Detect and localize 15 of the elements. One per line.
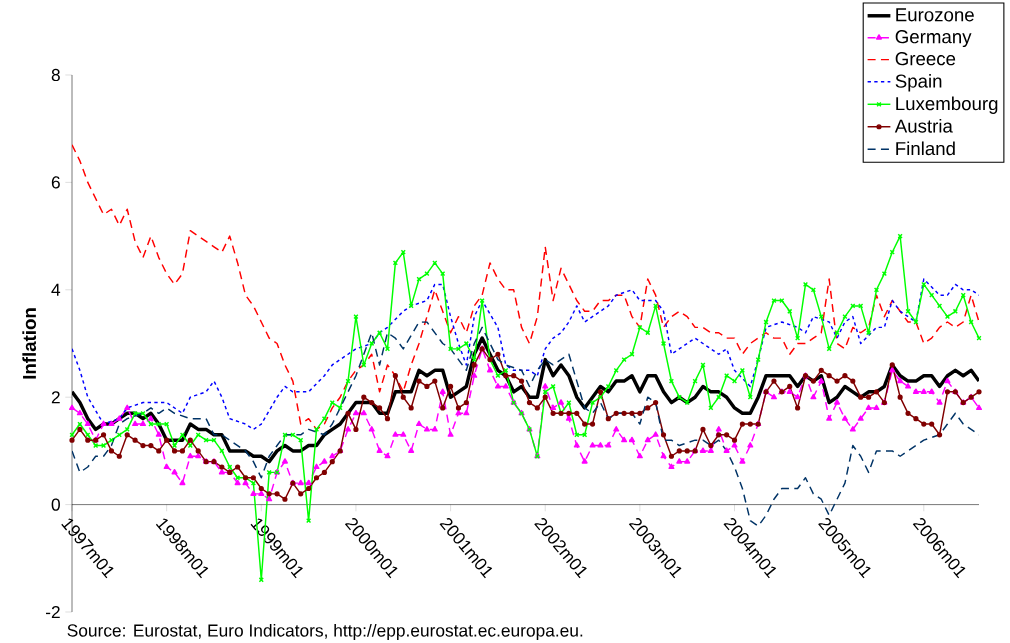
y-tick-label: 6 [51, 176, 60, 189]
y-tick-label: 4 [51, 283, 61, 296]
legend-label: Germany [895, 30, 972, 48]
legend-label: Finland [896, 141, 955, 156]
legend-label: Austria [894, 118, 953, 133]
y-tick-label: 2 [51, 391, 60, 404]
y-axis-title: Inflation [22, 308, 37, 379]
legend-label: Luxembourg [896, 96, 998, 114]
y-tick-label: 8 [51, 68, 60, 82]
source-note: Source: Eurostat, Euro Indicators, http://epp.eurostat.ec.europa.eu. [67, 623, 583, 641]
legend-label: Eurozone [896, 8, 974, 22]
legend-label: Greece [895, 52, 956, 66]
y-tick-label: -2 [45, 605, 60, 619]
legend-label: Spain [895, 74, 942, 92]
y-tick-label: 0 [51, 498, 60, 511]
